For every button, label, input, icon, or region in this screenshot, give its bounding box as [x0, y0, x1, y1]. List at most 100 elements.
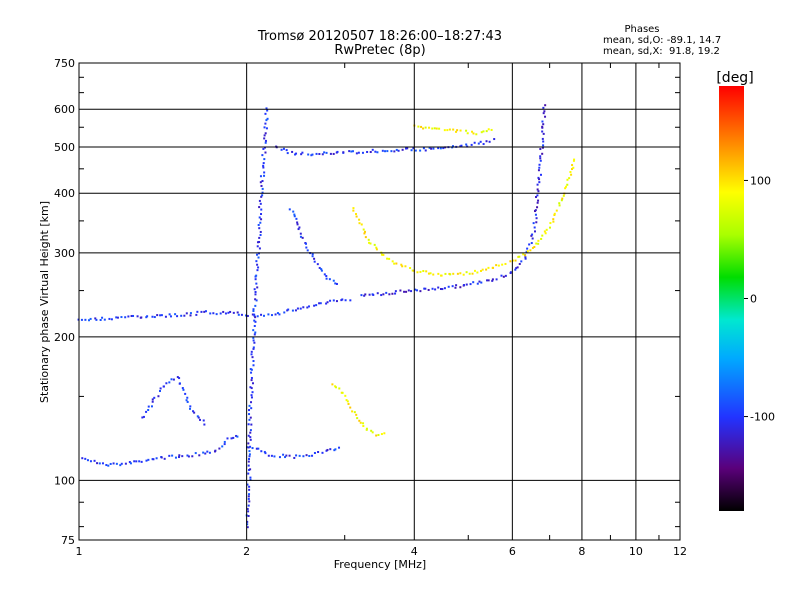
- data-point: [311, 153, 314, 156]
- data-point: [465, 129, 468, 132]
- data-point: [479, 269, 482, 272]
- data-point: [160, 314, 163, 317]
- data-point: [491, 278, 494, 281]
- data-point: [258, 236, 261, 239]
- data-point: [140, 460, 143, 463]
- data-point: [250, 379, 253, 382]
- data-point: [246, 523, 249, 526]
- data-point: [316, 263, 319, 266]
- data-point: [422, 147, 425, 150]
- data-point: [221, 445, 224, 448]
- data-point: [138, 460, 141, 463]
- data-point: [493, 138, 496, 141]
- data-point: [282, 147, 285, 150]
- data-point: [459, 129, 462, 132]
- data-point: [542, 140, 545, 143]
- data-point: [267, 454, 270, 457]
- data-point: [374, 150, 377, 153]
- data-point: [248, 500, 251, 503]
- data-point: [249, 429, 252, 432]
- data-point: [504, 262, 507, 265]
- data-point: [472, 281, 475, 284]
- data-point: [260, 213, 263, 216]
- data-point: [194, 452, 197, 455]
- data-point: [253, 341, 256, 344]
- data-point: [181, 387, 184, 390]
- data-point: [236, 311, 239, 314]
- data-point: [307, 153, 310, 156]
- data-point: [249, 436, 252, 439]
- data-point: [367, 238, 370, 241]
- data-point: [251, 313, 254, 316]
- data-point: [311, 253, 314, 256]
- data-point: [375, 434, 378, 437]
- data-point: [313, 260, 316, 263]
- data-point: [253, 319, 256, 322]
- data-point: [404, 147, 407, 150]
- data-point: [375, 246, 378, 249]
- data-point: [427, 288, 430, 291]
- data-point: [422, 269, 425, 272]
- data-point: [332, 299, 335, 302]
- data-point: [129, 462, 132, 465]
- data-point: [525, 250, 528, 253]
- data-point: [219, 312, 222, 315]
- data-point: [545, 228, 548, 231]
- data-point: [93, 459, 96, 462]
- data-point: [332, 279, 335, 282]
- data-point: [536, 201, 539, 204]
- data-point: [411, 269, 414, 272]
- data-point: [528, 243, 531, 246]
- data-point: [174, 313, 177, 316]
- colorbar-ticks: 100 0 -100: [744, 174, 775, 424]
- data-point: [541, 125, 544, 128]
- data-point: [261, 180, 264, 183]
- data-point: [431, 127, 434, 130]
- data-point: [341, 391, 344, 394]
- chart-title: Tromsø 20120507 18:26:00–18:27:43: [257, 29, 502, 44]
- data-point: [250, 407, 253, 410]
- data-point: [170, 378, 173, 381]
- data-point: [335, 300, 338, 303]
- data-point: [355, 413, 358, 416]
- data-point: [349, 406, 352, 409]
- data-point: [164, 315, 167, 318]
- data-point: [449, 273, 452, 276]
- data-point: [395, 148, 398, 151]
- data-point: [124, 316, 127, 319]
- data-point: [509, 271, 512, 274]
- data-point: [204, 452, 207, 455]
- data-point: [549, 222, 552, 225]
- data-point: [135, 460, 138, 463]
- data-point: [538, 178, 541, 181]
- data-point: [162, 385, 165, 388]
- data-point: [263, 174, 266, 177]
- data-point: [159, 387, 162, 390]
- data-point: [280, 148, 283, 151]
- data-point: [541, 137, 544, 140]
- data-point: [248, 413, 251, 416]
- data-point: [351, 410, 354, 413]
- data-point: [308, 455, 311, 458]
- x-tick-label: 1: [76, 545, 83, 558]
- data-point: [538, 166, 541, 169]
- data-point: [255, 282, 258, 285]
- data-point: [365, 427, 368, 430]
- data-point: [394, 292, 397, 295]
- x-tick-label: 8: [578, 545, 585, 558]
- data-point: [310, 154, 313, 157]
- data-point: [189, 405, 192, 408]
- data-point: [263, 134, 266, 137]
- data-point: [253, 288, 256, 291]
- data-point: [224, 312, 227, 315]
- data-point: [514, 268, 517, 271]
- data-point: [223, 440, 226, 443]
- data-point: [185, 312, 188, 315]
- data-point: [530, 234, 533, 237]
- data-point: [541, 130, 544, 133]
- data-point: [534, 213, 537, 216]
- data-point: [462, 273, 465, 276]
- data-point: [376, 151, 379, 154]
- data-point: [278, 313, 281, 316]
- data-point: [247, 446, 250, 449]
